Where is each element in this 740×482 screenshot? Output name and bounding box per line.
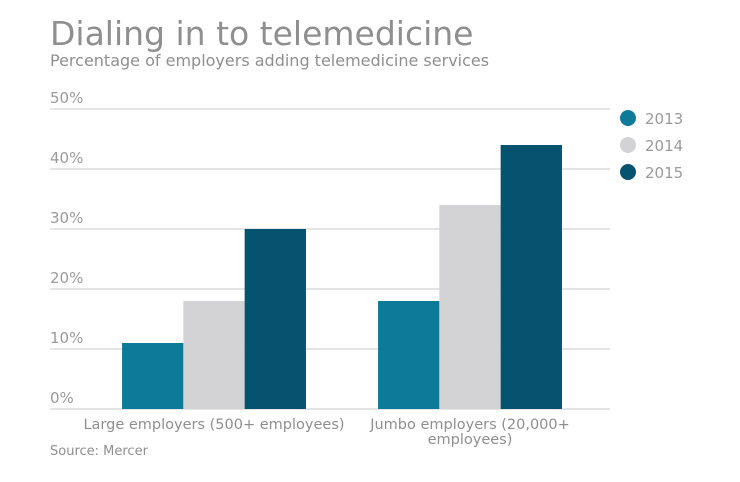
bar-2015-0 bbox=[244, 229, 306, 409]
chart-subtitle: Percentage of employers adding telemedic… bbox=[50, 51, 490, 70]
y-tick-label: 0% bbox=[50, 389, 74, 407]
bar-2013-0 bbox=[122, 343, 184, 409]
source-note: Source: Mercer bbox=[50, 444, 148, 459]
bar-2013-1 bbox=[378, 301, 440, 409]
y-tick-label: 10% bbox=[50, 329, 83, 347]
legend-swatch-2014 bbox=[620, 137, 636, 153]
legend-label: 2015 bbox=[645, 164, 683, 182]
y-tick-label: 30% bbox=[50, 209, 83, 227]
chart-title: Dialing in to telemedicine bbox=[50, 14, 474, 53]
bar-2015-1 bbox=[500, 145, 562, 409]
y-tick-label: 50% bbox=[50, 89, 83, 107]
legend-swatch-2015 bbox=[620, 164, 636, 180]
x-category-label: Large employers (500+ employees) bbox=[83, 417, 344, 433]
legend-swatch-2013 bbox=[620, 110, 636, 126]
x-category-label: employees) bbox=[428, 432, 513, 448]
y-tick-label: 40% bbox=[50, 149, 83, 167]
x-category-label: Jumbo employers (20,000+ bbox=[369, 417, 570, 433]
legend-label: 2013 bbox=[645, 110, 683, 128]
y-tick-label: 20% bbox=[50, 269, 83, 287]
legend-label: 2014 bbox=[645, 137, 683, 155]
bar-2014-0 bbox=[183, 301, 245, 409]
bar-2014-1 bbox=[439, 205, 501, 409]
